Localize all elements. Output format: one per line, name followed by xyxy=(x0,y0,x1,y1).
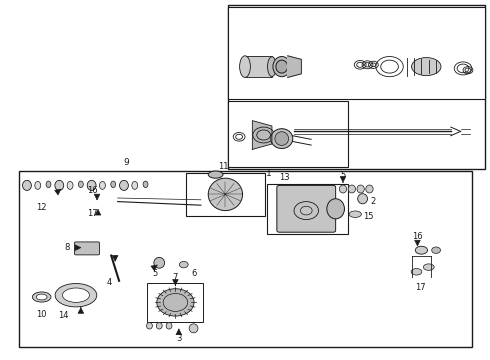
Ellipse shape xyxy=(358,194,368,204)
Bar xyxy=(147,283,203,322)
Ellipse shape xyxy=(339,185,346,193)
Ellipse shape xyxy=(147,323,152,329)
Ellipse shape xyxy=(156,323,162,329)
Text: 5: 5 xyxy=(152,269,158,278)
Text: 12: 12 xyxy=(36,203,47,212)
Ellipse shape xyxy=(67,181,73,189)
Text: 9: 9 xyxy=(123,158,129,167)
Ellipse shape xyxy=(99,181,105,189)
Bar xyxy=(267,184,348,234)
Ellipse shape xyxy=(179,261,188,268)
Ellipse shape xyxy=(208,171,223,178)
Ellipse shape xyxy=(120,180,128,190)
Ellipse shape xyxy=(273,57,291,77)
Text: 4: 4 xyxy=(106,278,111,287)
Bar xyxy=(186,173,265,216)
Text: 11: 11 xyxy=(218,162,228,171)
Text: 8: 8 xyxy=(64,243,70,252)
Ellipse shape xyxy=(357,185,365,193)
Text: 10: 10 xyxy=(36,310,47,319)
Text: 7: 7 xyxy=(173,273,178,282)
Text: 16: 16 xyxy=(87,186,98,195)
Ellipse shape xyxy=(32,292,51,302)
Ellipse shape xyxy=(268,57,276,77)
Text: 17: 17 xyxy=(87,209,98,218)
Ellipse shape xyxy=(432,247,441,253)
Ellipse shape xyxy=(143,181,148,188)
Ellipse shape xyxy=(23,180,31,190)
Ellipse shape xyxy=(46,181,51,188)
Text: 3: 3 xyxy=(176,334,181,343)
Ellipse shape xyxy=(55,180,64,190)
Text: 6: 6 xyxy=(191,269,196,278)
Text: 1: 1 xyxy=(266,169,272,178)
Ellipse shape xyxy=(270,129,293,149)
Ellipse shape xyxy=(327,199,344,219)
Ellipse shape xyxy=(36,294,47,300)
FancyBboxPatch shape xyxy=(277,185,336,232)
Ellipse shape xyxy=(349,211,362,217)
Ellipse shape xyxy=(366,185,373,193)
Bar xyxy=(228,101,348,167)
Text: 14: 14 xyxy=(58,311,69,320)
Ellipse shape xyxy=(275,132,289,145)
Ellipse shape xyxy=(154,257,165,268)
Ellipse shape xyxy=(208,178,243,211)
Ellipse shape xyxy=(166,323,172,329)
Ellipse shape xyxy=(62,288,89,302)
Ellipse shape xyxy=(55,284,97,307)
Bar xyxy=(245,56,272,77)
Ellipse shape xyxy=(78,181,83,188)
Ellipse shape xyxy=(35,181,41,189)
Text: 17: 17 xyxy=(415,283,426,292)
Ellipse shape xyxy=(423,264,434,270)
Ellipse shape xyxy=(111,181,116,188)
Bar xyxy=(228,5,485,169)
Polygon shape xyxy=(288,56,301,77)
Text: 13: 13 xyxy=(279,173,290,182)
Circle shape xyxy=(157,289,194,316)
Ellipse shape xyxy=(240,56,250,77)
Ellipse shape xyxy=(132,181,138,189)
FancyBboxPatch shape xyxy=(74,242,99,255)
Ellipse shape xyxy=(415,246,427,254)
Bar xyxy=(19,171,472,347)
Text: 15: 15 xyxy=(363,212,373,221)
Ellipse shape xyxy=(412,58,441,76)
Ellipse shape xyxy=(411,269,422,275)
Bar xyxy=(228,7,485,99)
Polygon shape xyxy=(252,121,272,149)
Text: 2: 2 xyxy=(370,197,375,206)
Ellipse shape xyxy=(276,60,288,73)
Ellipse shape xyxy=(87,180,96,190)
Ellipse shape xyxy=(189,324,198,333)
Ellipse shape xyxy=(348,185,356,193)
Text: 5: 5 xyxy=(341,171,345,180)
Text: 16: 16 xyxy=(412,232,423,241)
